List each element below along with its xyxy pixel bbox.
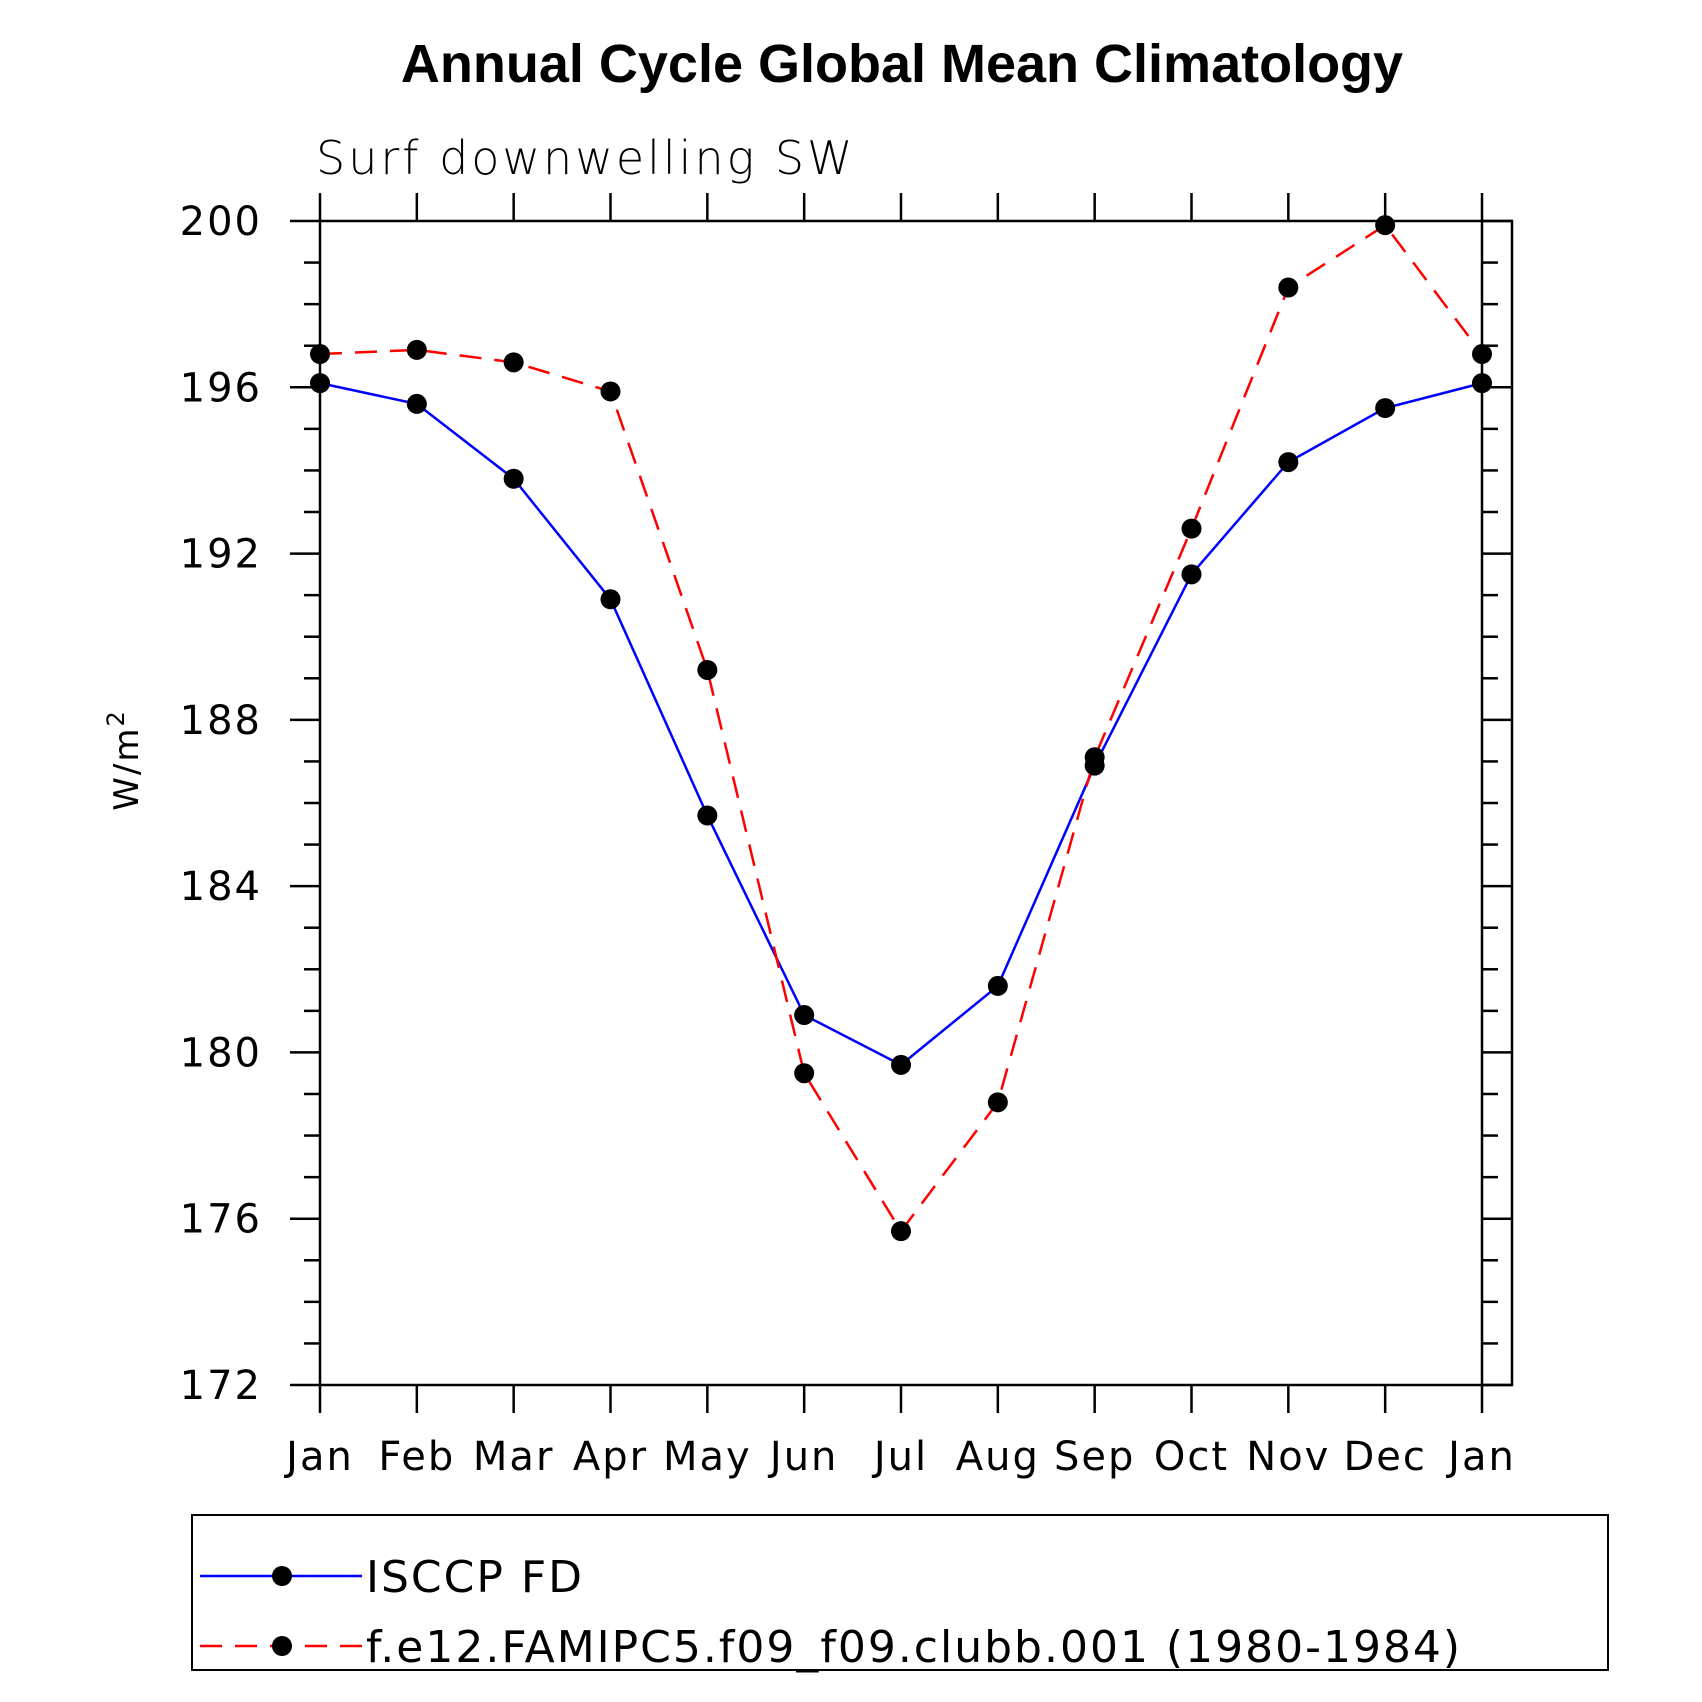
- series-0-point: [406, 393, 427, 414]
- x-tick-label: Dec: [1343, 1434, 1426, 1480]
- legend-box: [191, 1514, 1609, 1671]
- chart-title: Annual Cycle Global Mean Climatology: [401, 34, 1403, 94]
- y-tick-label: 172: [180, 1363, 262, 1409]
- x-tick-label: Jan: [1445, 1434, 1516, 1480]
- series-1-point: [697, 659, 718, 680]
- y-axis-label-unit: W/m: [107, 727, 147, 811]
- legend-label-1: f.e12.FAMIPC5.f09_f09.clubb.001 (1980-19…: [366, 1622, 1462, 1673]
- x-tick-label: Aug: [956, 1434, 1040, 1480]
- y-axis-label: W/m2: [102, 709, 147, 810]
- y-tick-label: 180: [180, 1030, 262, 1076]
- y-tick-label: 200: [180, 199, 262, 245]
- series-0-point: [697, 805, 718, 826]
- x-tick-label: Jan: [283, 1434, 354, 1480]
- series-1-point: [987, 1092, 1008, 1113]
- x-tick-label: Oct: [1154, 1434, 1229, 1480]
- plot-frame: [318, 219, 1514, 1387]
- legend-marker-0: [272, 1566, 292, 1586]
- series-1-point: [503, 352, 524, 373]
- series-1-point: [1084, 747, 1105, 768]
- x-tick-label: Nov: [1246, 1434, 1330, 1480]
- legend-entries: ISCCP FD f.e12.FAMIPC5.f09_f09.clubb.001 …: [200, 1552, 1462, 1673]
- series-1-point: [891, 1221, 911, 1242]
- y-tick-label: 196: [180, 365, 262, 411]
- x-tick-label: Sep: [1054, 1434, 1135, 1480]
- series-0-point: [503, 468, 524, 489]
- x-tick-label: Apr: [573, 1434, 648, 1480]
- series-line-0: [319, 381, 1483, 1067]
- series-1-point: [406, 339, 427, 360]
- legend: ISCCP FD f.e12.FAMIPC5.f09_f09.clubb.001 …: [191, 1514, 1609, 1673]
- y-tick-label: 188: [180, 698, 262, 744]
- series-1-point: [1472, 344, 1492, 365]
- series-0-point: [1181, 564, 1202, 585]
- series-0-point: [987, 975, 1008, 996]
- y-tick-label: 184: [180, 864, 262, 910]
- plot-area: 172 176 180 184 188 192 196 200 Jan Feb Mar Apr May J…: [180, 193, 1516, 1480]
- series-1-point: [1278, 277, 1299, 298]
- x-tick-label: May: [663, 1434, 752, 1480]
- series-0-point: [600, 589, 621, 610]
- series-0-point: [794, 1005, 815, 1026]
- series-0-point: [1472, 373, 1492, 394]
- x-tick-label: Jun: [767, 1434, 839, 1480]
- y-tick-label: 176: [180, 1197, 262, 1243]
- y-axis-label-superscript: 2: [102, 709, 130, 726]
- legend-marker-1: [272, 1636, 292, 1656]
- series-0-point: [1278, 452, 1299, 473]
- y-tick-label: 192: [180, 532, 262, 578]
- x-tick-label: Jul: [871, 1434, 928, 1480]
- series-1-point: [1375, 215, 1396, 236]
- x-tick-label: Feb: [378, 1434, 455, 1480]
- x-tick-label: Mar: [473, 1434, 554, 1480]
- series-0-point: [1375, 398, 1396, 419]
- series-1-point: [794, 1063, 815, 1084]
- series-1-point: [1181, 518, 1202, 539]
- series-1-point: [310, 344, 330, 365]
- series-0-point: [891, 1054, 911, 1075]
- chart-subtitle: Surf downwelling SW: [316, 131, 856, 185]
- legend-label-0: ISCCP FD: [366, 1552, 584, 1603]
- series-0-point: [310, 373, 330, 394]
- series-line-1: [319, 223, 1483, 1234]
- series-1-point: [600, 381, 621, 402]
